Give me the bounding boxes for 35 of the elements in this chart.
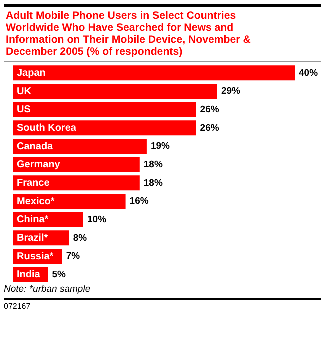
annotation: Note: *urban sample — [4, 284, 92, 295]
data-label: 18% — [144, 159, 164, 170]
y-tick-label: US — [17, 104, 32, 116]
bar — [13, 176, 140, 191]
data-label: 18% — [144, 178, 164, 189]
y-tick-label: France — [17, 178, 50, 189]
data-label: 26% — [200, 104, 220, 116]
y-tick-label: Brazil* — [17, 232, 48, 244]
data-label: 19% — [150, 141, 171, 152]
text: 072167 — [4, 298, 321, 311]
y-tick-label: Mexico* — [17, 196, 55, 208]
bar — [13, 66, 295, 81]
data-label: 29% — [221, 86, 242, 98]
bar — [13, 194, 126, 210]
chart-title: Adult Mobile Phone Users in Select Countries Worldwide Who Have Searched for News and Information on Their Mobile Device, November & December 2005 (% of respondents) — [4, 4, 321, 62]
y-tick-label: Canada — [17, 141, 54, 152]
data-label: 40% — [299, 68, 319, 79]
data-label: 10% — [88, 214, 108, 226]
y-tick-label: Japan — [17, 68, 46, 79]
bar — [13, 102, 196, 118]
y-tick-label: China* — [17, 214, 49, 226]
data-label: 5% — [52, 269, 67, 280]
bar — [13, 138, 147, 154]
data-label: 26% — [200, 122, 220, 134]
data-label: 7% — [66, 251, 81, 262]
data-label: 8% — [73, 232, 88, 244]
bar — [13, 84, 218, 100]
y-tick-label: Germany — [17, 160, 61, 171]
y-tick-label: India — [17, 270, 41, 281]
data-label: 16% — [130, 196, 150, 208]
bar — [13, 157, 140, 172]
bar — [13, 120, 196, 136]
y-tick-label: Russia* — [17, 251, 54, 262]
y-tick-label: South Korea — [17, 122, 77, 134]
y-tick-label: UK — [17, 86, 32, 98]
